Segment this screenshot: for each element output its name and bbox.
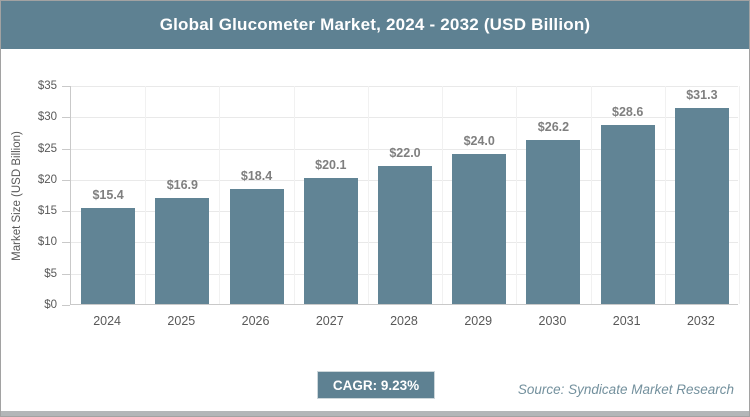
bar-value-label: $20.1 [315, 158, 347, 173]
gridline-horizontal [71, 148, 738, 150]
bar-value-label: $16.9 [166, 178, 198, 193]
bar-2032 [674, 108, 729, 304]
bar-value-label: $31.3 [686, 88, 718, 103]
gridline-vertical [293, 86, 295, 304]
cagr-label: CAGR: 9.23% [332, 377, 420, 393]
x-axis-tick-label: 2028 [390, 314, 418, 328]
x-axis-tick-label: 2029 [464, 314, 493, 328]
y-axis-tick-label: $15 [37, 205, 57, 218]
x-axis-tick-label: 2024 [93, 314, 122, 328]
gridline-vertical [219, 86, 221, 304]
y-axis-tickmark [62, 117, 70, 119]
bar-2028 [378, 166, 432, 304]
bar-2027 [303, 178, 358, 304]
gridline-vertical [442, 86, 444, 304]
y-axis-tickmark [62, 242, 70, 244]
y-axis-tick-labels: $0 $5 $10 $15 $20 $25 $30 $35 [1, 80, 57, 311]
y-axis-tick-label: $0 [44, 299, 57, 311]
gridline-horizontal [71, 117, 738, 119]
y-axis-tick-label: $25 [37, 142, 57, 155]
y-axis-tickmarks [62, 86, 70, 306]
bar-value-label: $22.0 [389, 146, 421, 161]
y-axis-tick-label: $30 [37, 111, 57, 124]
gridline-vertical [590, 86, 592, 304]
y-axis-tick-label: $5 [44, 267, 57, 280]
bar-2025 [155, 198, 210, 304]
bar-2026 [229, 188, 284, 304]
y-axis-tickmark [62, 273, 70, 275]
x-axis-tick-label: 2030 [538, 314, 567, 328]
gridline-horizontal [71, 86, 738, 87]
bottom-accent-strip [1, 411, 749, 416]
bar-value-label: $24.0 [463, 133, 495, 148]
cagr-badge: CAGR: 9.23% [317, 371, 435, 399]
x-axis-tick-labels: 2024 2025 2026 2027 2028 2029 2030 2031 2032 [70, 314, 738, 334]
y-axis-tickmark [62, 305, 70, 306]
bar-2030 [526, 140, 581, 304]
gridline-vertical [664, 86, 666, 304]
bar-2029 [452, 153, 507, 304]
y-axis-tickmark [62, 179, 70, 181]
chart-title: Global Glucometer Market, 2024 - 2032 (U… [159, 15, 591, 34]
y-axis-tickmark [62, 211, 70, 213]
gridline-vertical [516, 86, 518, 304]
y-axis-tick-label: $35 [37, 80, 57, 92]
x-axis-tick-label: 2025 [167, 314, 196, 328]
gridline-vertical [367, 86, 369, 304]
gridline-vertical [145, 86, 147, 304]
x-axis-tick-label: 2027 [315, 314, 344, 328]
y-axis-tick-label: $20 [37, 173, 57, 186]
chart-title-bar: Global Glucometer Market, 2024 - 2032 (U… [1, 1, 749, 49]
x-axis-tick-label: 2026 [241, 314, 270, 328]
bar-value-label: $15.4 [92, 187, 124, 202]
gridline-vertical [739, 86, 740, 304]
x-axis-tick-label: 2032 [686, 314, 715, 328]
bar-2024 [81, 207, 136, 304]
plot-area: $15.4 $16.9 $18.4 $20.1 $22.0 $24.0 $26.2 $28.6… [70, 86, 740, 305]
bar-2031 [600, 125, 655, 304]
y-axis-tick-label: $10 [37, 236, 57, 249]
bar-value-label: $28.6 [612, 105, 644, 120]
bar-value-label: $18.4 [240, 168, 273, 183]
y-axis-tickmark [62, 148, 70, 150]
y-axis-tickmark [62, 86, 70, 87]
source-attribution: Source: Syndicate Market Research [517, 382, 734, 397]
bar-value-label: $26.2 [537, 120, 570, 135]
x-axis-tick-label: 2031 [612, 314, 641, 328]
